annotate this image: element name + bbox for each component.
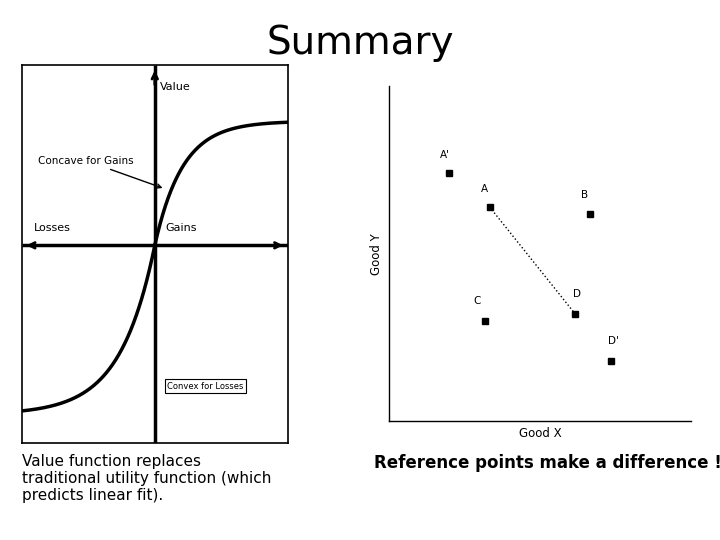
X-axis label: Good X: Good X	[518, 427, 562, 440]
Text: A: A	[480, 184, 487, 193]
Y-axis label: Good Y: Good Y	[370, 233, 383, 275]
Text: B: B	[581, 190, 588, 200]
Text: D: D	[573, 289, 581, 299]
Text: Convex for Losses: Convex for Losses	[167, 382, 243, 391]
Text: A': A'	[440, 150, 450, 160]
Text: Gains: Gains	[165, 223, 197, 233]
Text: Summary: Summary	[266, 24, 454, 62]
Text: Value: Value	[160, 82, 191, 92]
Text: Value function replaces
traditional utility function (which
predicts linear fit): Value function replaces traditional util…	[22, 454, 271, 503]
Text: Concave for Gains: Concave for Gains	[38, 156, 161, 188]
Text: D': D'	[608, 336, 619, 346]
Text: Reference points make a difference !: Reference points make a difference !	[374, 454, 720, 471]
Text: C: C	[474, 296, 481, 306]
Text: Losses: Losses	[34, 223, 71, 233]
